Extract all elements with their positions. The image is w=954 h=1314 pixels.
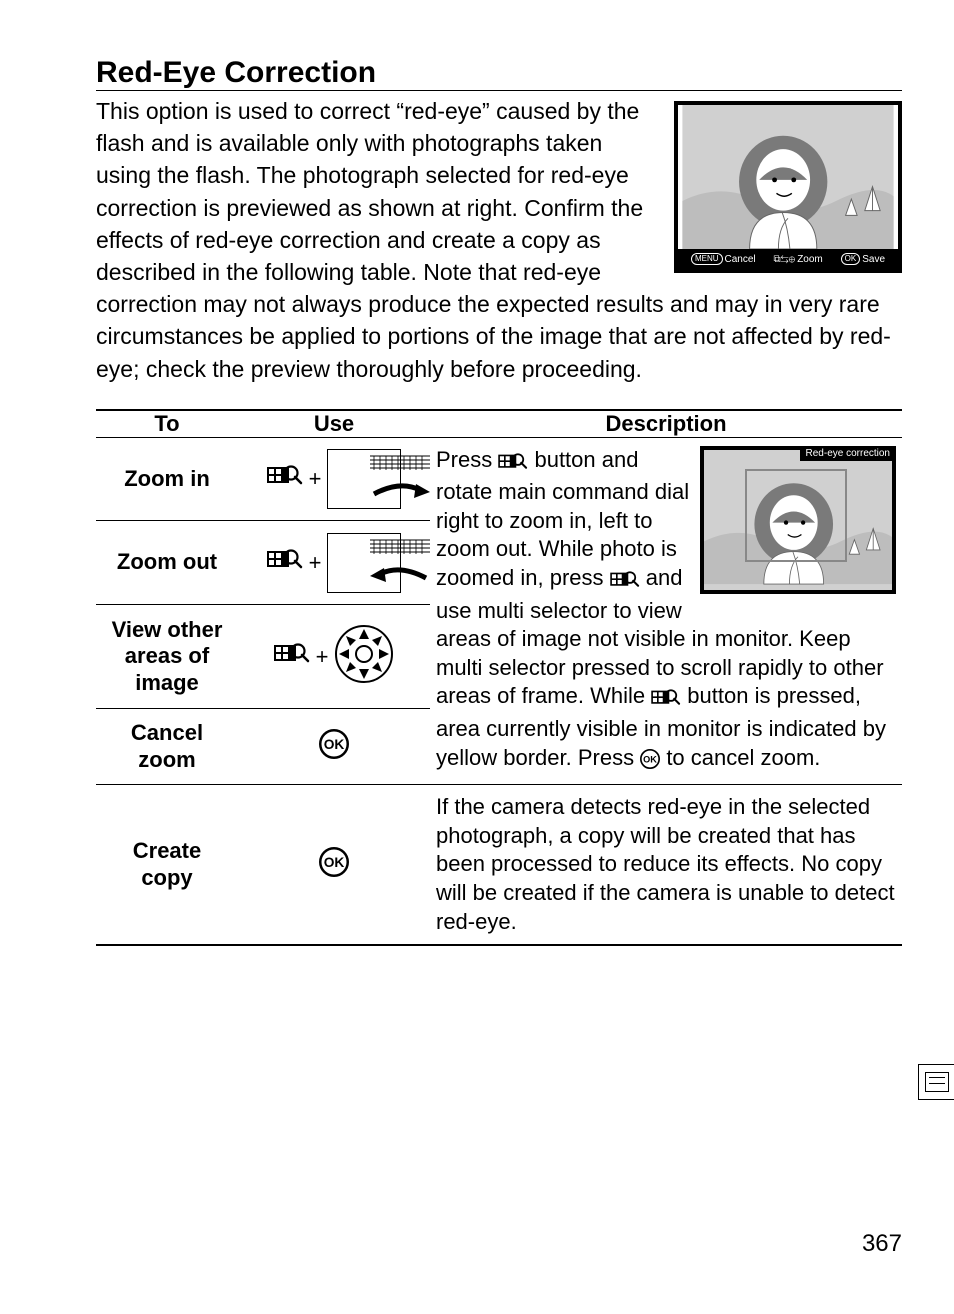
plus-glyph: + (309, 550, 322, 576)
to-view-other: View other areas of image (96, 604, 238, 708)
use-create-copy (238, 785, 430, 945)
multi-selector-icon (334, 624, 394, 690)
preview-illustration: MENUCancel ⧉⇆⊕Zoom OKSave (674, 101, 902, 273)
thumb-mag-icon (267, 465, 303, 493)
desc-zoom-block: Red-eye correction Press button and rota… (430, 437, 902, 785)
use-view-other: + (238, 604, 430, 708)
to-create-copy: Create copy (96, 785, 238, 945)
ok-button-icon (319, 729, 349, 765)
thumb-mag-icon (610, 569, 640, 594)
intro-section: MENUCancel ⧉⇆⊕Zoom OKSave This option is… (96, 95, 902, 385)
controls-table: To Use Description Zoom in + (96, 409, 902, 947)
preview-status-bar: MENUCancel ⧉⇆⊕Zoom OKSave (678, 249, 898, 269)
command-dial-right-icon (327, 449, 401, 509)
page-number: 367 (862, 1230, 902, 1258)
plus-glyph: + (316, 644, 329, 670)
desc-create-copy: If the camera detects red-eye in the sel… (430, 785, 902, 945)
ok-icon (640, 749, 660, 774)
zoomed-banner-label: Red-eye correction (800, 446, 896, 461)
th-desc: Description (430, 410, 902, 438)
row-create-copy: Create copy If the camera detects red-ey… (96, 785, 902, 945)
use-cancel-zoom (238, 709, 430, 785)
zoomed-preview-illustration: Red-eye correction (700, 446, 896, 594)
section-tab-icon (918, 1064, 954, 1100)
th-to: To (96, 410, 238, 438)
plus-glyph: + (309, 466, 322, 492)
page-title: Red-Eye Correction (96, 56, 902, 91)
to-zoom-in: Zoom in (96, 437, 238, 521)
command-dial-left-icon (327, 533, 401, 593)
to-zoom-out: Zoom out (96, 521, 238, 605)
use-zoom-out: + (238, 521, 430, 605)
thumb-mag-icon (651, 687, 681, 712)
thumb-mag-icon (267, 549, 303, 577)
thumb-mag-icon (274, 643, 310, 671)
use-zoom-in: + (238, 437, 430, 521)
row-zoom-in: Zoom in + (96, 437, 902, 521)
th-use: Use (238, 410, 430, 438)
to-cancel-zoom: Cancel zoom (96, 709, 238, 785)
thumb-mag-icon (498, 451, 528, 476)
ok-button-icon (319, 847, 349, 883)
